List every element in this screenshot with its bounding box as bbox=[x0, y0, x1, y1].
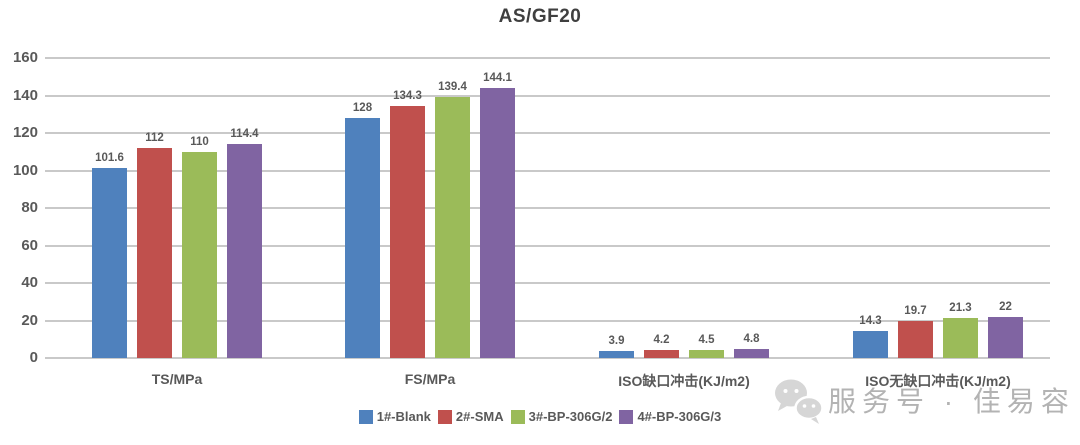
legend-item-3#-BP-306G/2: 3#-BP-306G/2 bbox=[510, 409, 613, 424]
x-axis-label-2: FS/MPa bbox=[404, 371, 456, 387]
y-axis-tick-label: 100 bbox=[12, 161, 38, 179]
legend-label: 4#-BP-306G/3 bbox=[637, 409, 722, 424]
legend-item-1#-Blank: 1#-Blank bbox=[358, 409, 431, 424]
gridline-y100 bbox=[45, 169, 1050, 172]
gridline-y140 bbox=[45, 94, 1050, 97]
legend-label: 1#-Blank bbox=[376, 409, 431, 424]
wechat-icon bbox=[775, 379, 824, 424]
legend-swatch bbox=[619, 409, 634, 424]
bar-1#-Blank-FS/MPa bbox=[345, 118, 380, 358]
y-axis-tick-label: 160 bbox=[12, 49, 38, 66]
bar-value-label: 139.4 bbox=[438, 80, 467, 93]
bar-1#-Blank-ISO缺口冲击(KJ/m2) bbox=[599, 350, 634, 358]
bar-3#-BP-306G/2-TS/MPa bbox=[182, 151, 217, 358]
bar-value-label: 22 bbox=[999, 300, 1012, 313]
gridline-y40 bbox=[45, 282, 1050, 284]
bar-value-label: 19.7 bbox=[904, 305, 927, 318]
bar-value-label: 134.3 bbox=[393, 90, 422, 103]
y-axis-tick-label: 0 bbox=[29, 349, 38, 366]
bar-value-label: 14.3 bbox=[859, 315, 882, 328]
bar-1#-Blank-TS/MPa bbox=[92, 167, 127, 358]
legend-swatch bbox=[358, 409, 373, 424]
bar-1#-Blank-ISO无缺口冲击(KJ/m2) bbox=[853, 331, 888, 358]
chart-title: AS/GF20 bbox=[498, 6, 582, 27]
chart-legend: 1#-Blank 2#-SMA 3#-BP-306G/2 4#-BP-306G/3 bbox=[0, 409, 1080, 424]
legend-swatch bbox=[437, 409, 452, 424]
gridline-y60 bbox=[45, 244, 1050, 247]
y-axis-tick-label: 60 bbox=[21, 236, 38, 254]
bar-3#-BP-306G/2-ISO无缺口冲击(KJ/m2) bbox=[943, 318, 978, 358]
y-axis-tick-label: 80 bbox=[21, 199, 38, 216]
legend-item-4#-BP-306G/3: 4#-BP-306G/3 bbox=[619, 409, 721, 424]
y-axis-tick-label: 40 bbox=[21, 274, 38, 291]
gridline-y160 bbox=[45, 57, 1050, 59]
bar-2#-SMA-FS/MPa bbox=[390, 106, 425, 358]
bar-3#-BP-306G/2-FS/MPa bbox=[435, 96, 470, 358]
gridline-y120 bbox=[45, 132, 1050, 134]
bar-value-label: 110 bbox=[190, 135, 209, 148]
bar-value-label: 101.6 bbox=[95, 151, 124, 164]
x-axis-label-4: ISO无缺口冲击(KJ/m2) bbox=[865, 373, 1011, 389]
legend-label: 2#-SMA bbox=[455, 409, 504, 424]
bar-4#-BP-306G/3-FS/MPa bbox=[480, 87, 515, 358]
bar-4#-BP-306G/3-ISO无缺口冲击(KJ/m2) bbox=[988, 316, 1023, 358]
bar-value-label: 4.5 bbox=[698, 333, 715, 346]
bar-value-label: 3.9 bbox=[608, 334, 625, 347]
x-axis-label-1: TS/MPa bbox=[151, 371, 203, 387]
bar-value-label: 144.1 bbox=[483, 71, 512, 84]
y-axis-tick-label: 20 bbox=[21, 311, 38, 329]
y-axis-tick-label: 120 bbox=[12, 124, 38, 141]
bar-2#-SMA-TS/MPa bbox=[137, 148, 172, 358]
watermark-text: 服务号 · 佳易容 bbox=[828, 386, 1075, 417]
gridline-y20 bbox=[45, 319, 1050, 322]
bar-2#-SMA-ISO缺口冲击(KJ/m2) bbox=[644, 350, 679, 358]
legend-label: 3#-BP-306G/2 bbox=[528, 409, 613, 424]
bar-value-label: 4.2 bbox=[653, 334, 670, 347]
bar-2#-SMA-ISO无缺口冲击(KJ/m2) bbox=[898, 321, 933, 358]
y-axis-tick-label: 140 bbox=[12, 86, 38, 104]
x-axis-label-3: ISO缺口冲击(KJ/m2) bbox=[618, 373, 750, 389]
bar-value-label: 21.3 bbox=[949, 302, 972, 315]
watermark: 服务号 · 佳易容 bbox=[772, 378, 1075, 426]
bar-value-label: 114.4 bbox=[230, 127, 259, 140]
bar-4#-BP-306G/3-ISO缺口冲击(KJ/m2) bbox=[734, 349, 769, 358]
gridline-y0 bbox=[45, 357, 1050, 359]
bar-value-label: 128 bbox=[352, 102, 373, 114]
legend-item-2#-SMA: 2#-SMA bbox=[437, 409, 504, 424]
bar-4#-BP-306G/3-TS/MPa bbox=[227, 143, 262, 358]
legend-swatch bbox=[510, 409, 525, 424]
bar-3#-BP-306G/2-ISO缺口冲击(KJ/m2) bbox=[689, 349, 724, 358]
bar-value-label: 112 bbox=[145, 132, 164, 144]
gridline-y80 bbox=[45, 207, 1050, 209]
bar-value-label: 4.8 bbox=[743, 333, 760, 345]
